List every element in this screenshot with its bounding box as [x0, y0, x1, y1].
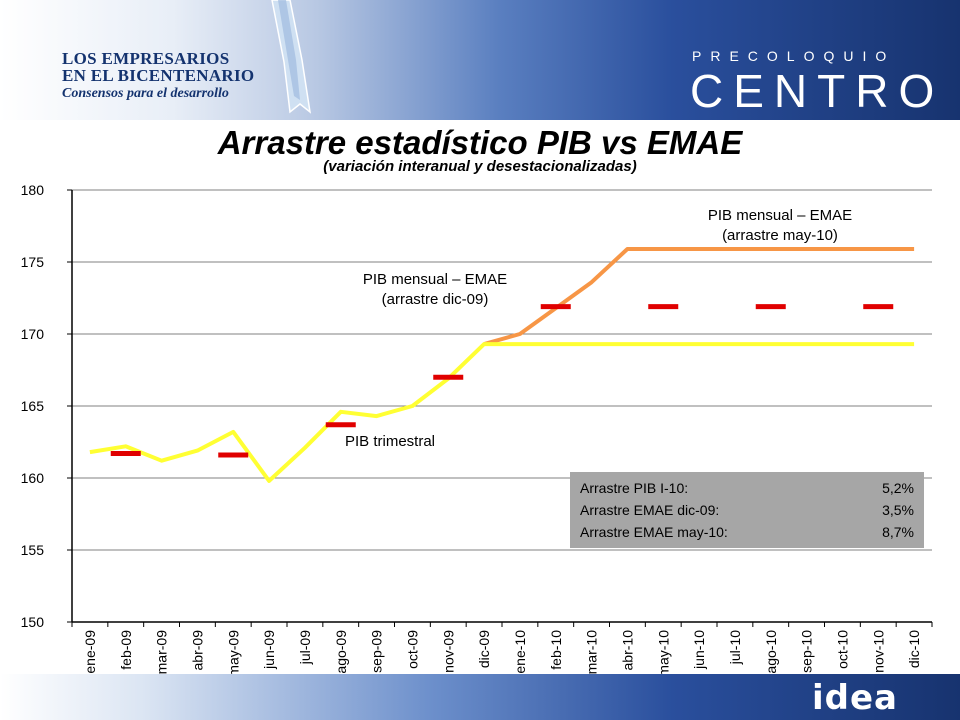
stat-value: 5,2%: [882, 480, 914, 496]
x-tick-label: jun-10: [691, 630, 707, 670]
y-tick-label: 150: [21, 614, 45, 630]
x-tick-label: jul-10: [727, 630, 743, 665]
annotation-emae-may10: PIB mensual – EMAE (arrastre may-10): [660, 206, 900, 246]
annotation-pib-trimestral-line1: PIB trimestral: [344, 433, 435, 450]
x-tick-label: dic-10: [906, 630, 922, 668]
chart-axes: [67, 189, 933, 627]
chart-grid: [72, 189, 932, 551]
y-tick-label: 170: [21, 326, 45, 342]
y-tick-label: 175: [21, 254, 45, 270]
chart-title: Arrastre estadístico PIB vs EMAE: [217, 124, 743, 161]
brand-left-tagline: Consensos para el desarrollo: [62, 86, 229, 101]
x-tick-label: ene-09: [82, 630, 98, 674]
x-tick-label: ago-10: [763, 630, 779, 674]
arrastre-stats-box: Arrastre PIB I-10: 5,2% Arrastre EMAE di…: [570, 472, 924, 548]
ribbon-icon: [271, 0, 312, 114]
y-axis-labels: 150 155 160 165 170 175 180: [21, 182, 45, 630]
brand-right-top: PRECOLOQUIO: [692, 48, 896, 64]
annotation-emae-dic09-line2: (arrastre dic-09): [381, 291, 489, 308]
x-tick-label: jun-09: [261, 630, 277, 670]
y-tick-label: 155: [21, 542, 45, 558]
y-tick-label: 165: [21, 398, 45, 414]
annotation-emae-may10-line1: PIB mensual – EMAE: [707, 207, 853, 224]
x-axis-labels: ene-09 feb-09 mar-09 abr-09 may-09 jun-09 jul-…: [82, 630, 922, 674]
stat-row: Arrastre EMAE dic-09: 3,5%: [570, 499, 924, 521]
idea-logo: idea: [812, 678, 898, 718]
x-tick-label: ago-09: [333, 630, 349, 674]
annotation-emae-dic09-line1: PIB mensual – EMAE: [362, 271, 508, 288]
series-2: [110, 304, 894, 458]
x-tick-label: feb-09: [118, 630, 134, 670]
y-tick-label: 180: [21, 182, 45, 198]
footer-banner: [0, 674, 960, 720]
x-tick-label: feb-10: [548, 630, 564, 670]
stat-label: Arrastre EMAE may-10:: [580, 524, 728, 540]
brand-left-line1: LOS EMPRESARIOS: [62, 49, 230, 68]
brand-left-line2: EN EL BICENTENARIO: [62, 66, 255, 85]
x-tick-label: may-09: [225, 630, 241, 674]
x-tick-label: sep-10: [799, 630, 815, 673]
x-tick-label: nov-10: [870, 630, 886, 673]
x-tick-label: oct-10: [834, 630, 850, 669]
x-tick-label: ene-10: [512, 630, 528, 674]
annotation-emae-dic09: PIB mensual – EMAE (arrastre dic-09): [315, 270, 555, 310]
x-tick-label: sep-09: [369, 630, 385, 673]
x-tick-label: abr-09: [189, 630, 205, 671]
x-tick-label: may-10: [655, 630, 671, 674]
annotation-pib-trimestral: PIB trimestral: [320, 432, 460, 452]
chart-subtitle: (variación interanual y desestacionaliza…: [323, 158, 637, 175]
series-1: [89, 342, 915, 483]
annotation-emae-may10-line2: (arrastre may-10): [722, 227, 838, 244]
line-chart: 150 155 160 165 170 175 180 ene-09 feb-09 mar-09…: [21, 182, 933, 674]
x-tick-label: abr-10: [619, 630, 635, 671]
brand-right-main: CENTRO: [690, 65, 945, 117]
stat-label: Arrastre EMAE dic-09:: [580, 502, 720, 518]
series-line: [89, 342, 915, 483]
x-tick-label: oct-09: [404, 630, 420, 669]
brand-right-logo: PRECOLOQUIO CENTRO: [690, 48, 944, 114]
x-tick-label: dic-09: [476, 630, 492, 668]
y-tick-label: 160: [21, 470, 45, 486]
brand-left-logo: LOS EMPRESARIOS EN EL BICENTENARIO Conse…: [62, 50, 254, 102]
stat-label: Arrastre PIB I-10:: [580, 480, 689, 496]
x-tick-label: nov-09: [440, 630, 456, 673]
stat-row: Arrastre EMAE may-10: 8,7%: [570, 521, 924, 543]
x-tick-label: mar-09: [154, 630, 170, 674]
stat-value: 8,7%: [882, 524, 914, 540]
header-banner: [0, 0, 960, 120]
x-tick-label: mar-10: [584, 630, 600, 674]
x-tick-label: jul-09: [297, 630, 313, 665]
stat-row: Arrastre PIB I-10: 5,2%: [570, 477, 924, 499]
stat-value: 3,5%: [882, 502, 914, 518]
chart-series: [89, 247, 915, 483]
